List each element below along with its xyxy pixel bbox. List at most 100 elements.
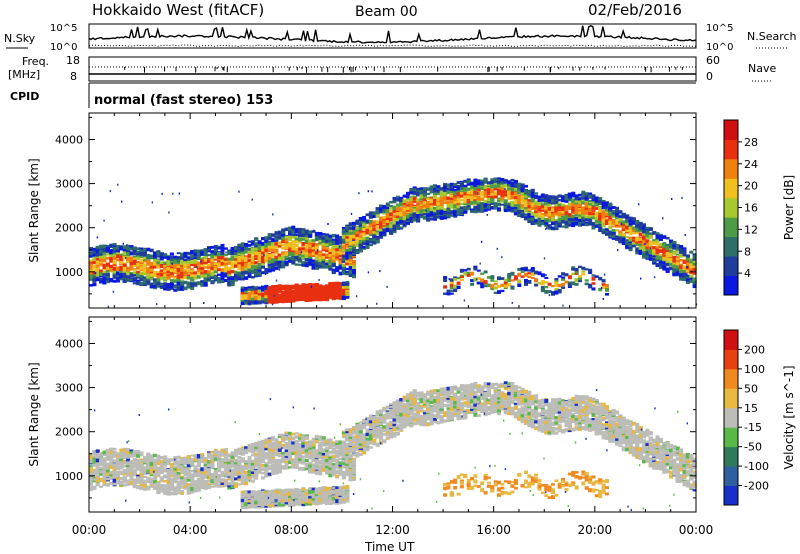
- echo-cell: [584, 199, 589, 203]
- echo-cell: [341, 238, 346, 243]
- echo-cell: [227, 250, 232, 255]
- echo-cell: [163, 271, 168, 275]
- echo-cell: [136, 253, 141, 256]
- echo-cell: [169, 252, 174, 256]
- echo-cell: [372, 239, 377, 243]
- echo-cell: [530, 270, 535, 273]
- echo-cell: [318, 258, 323, 262]
- echo-cell: [301, 290, 306, 293]
- echo-cell: [122, 263, 127, 267]
- echo-cell: [443, 185, 448, 189]
- echo-cell: [456, 276, 461, 280]
- echo-cell: [574, 282, 579, 286]
- echo-cell: [180, 280, 185, 283]
- echo-cell: [426, 188, 431, 191]
- echo-cell: [284, 238, 289, 243]
- echo-cell: [244, 267, 249, 270]
- echo-cell: [497, 199, 501, 203]
- echo-cell: [99, 247, 104, 251]
- echo-cell: [352, 268, 356, 272]
- echo-cell: [159, 276, 164, 281]
- echo-cell: [433, 214, 437, 219]
- echo-cell: [190, 278, 195, 281]
- echo-cell: [486, 276, 491, 279]
- echo-cell: [213, 245, 218, 249]
- echo-cell: [557, 222, 562, 226]
- echo-cell: [409, 188, 414, 192]
- echo-cell: [540, 287, 545, 292]
- echo-cell: [89, 259, 93, 263]
- echo-cell: [169, 285, 174, 289]
- echo-cell: [581, 217, 586, 221]
- echo-cell: [153, 261, 158, 266]
- echo-cell: [146, 280, 151, 285]
- echo-cell: [530, 191, 535, 196]
- echo-cell: [557, 199, 562, 202]
- echo-cell: [311, 252, 316, 256]
- echo-cell: [301, 247, 306, 250]
- echo-cell: [497, 207, 501, 211]
- echo-cell: [534, 283, 539, 287]
- echo-cell: [567, 197, 572, 202]
- echo-cell: [156, 275, 161, 279]
- echo-cell: [271, 243, 276, 246]
- echo-cell: [493, 177, 498, 182]
- echo-cell: [392, 198, 397, 201]
- echo-cell: [210, 259, 215, 262]
- echo-cell: [524, 184, 528, 188]
- echo-cell: [497, 285, 501, 288]
- echo-cell: [173, 279, 178, 284]
- echo-cell: [220, 246, 225, 250]
- echo-cell: [456, 181, 461, 185]
- echo-cell: [281, 291, 286, 294]
- echo-cell: [402, 222, 407, 225]
- echo-cell: [557, 194, 562, 198]
- echo-cell: [193, 283, 198, 286]
- echo-cell: [436, 204, 441, 207]
- echo-cell: [379, 220, 383, 224]
- echo-cell: [436, 192, 441, 196]
- echo-cell: [112, 256, 117, 260]
- echo-cell: [230, 270, 235, 273]
- echo-cell: [318, 237, 323, 241]
- echo-cell: [422, 195, 427, 200]
- echo-cell: [551, 285, 555, 288]
- echo-cell: [304, 251, 309, 256]
- echo-cell: [446, 196, 451, 200]
- echo-cell: [136, 247, 141, 251]
- echo-cell: [345, 256, 350, 259]
- echo-cell: [223, 262, 228, 265]
- echo-cell: [294, 229, 299, 232]
- echo-cell: [352, 234, 356, 239]
- echo-cell: [264, 269, 269, 273]
- echo-cell: [203, 274, 208, 277]
- echo-cell: [318, 291, 323, 296]
- echo-cell: [213, 276, 218, 279]
- echo-cell: [443, 278, 448, 282]
- echo-cell: [207, 266, 211, 270]
- echo-cell: [446, 200, 451, 204]
- echo-cell: [129, 256, 134, 260]
- echo-cell: [240, 242, 245, 246]
- echo-cell: [510, 205, 515, 210]
- echo-cell: [105, 246, 110, 251]
- echo-cell: [328, 293, 333, 298]
- echo-cell: [527, 201, 532, 205]
- echo-cell: [375, 207, 380, 211]
- echo-cell: [426, 192, 431, 196]
- echo-cell: [470, 185, 475, 189]
- echo-cell: [395, 212, 400, 216]
- echo-cell: [540, 205, 545, 208]
- echo-cell: [186, 282, 191, 286]
- echo-cell: [500, 277, 505, 280]
- echo-cell: [183, 260, 188, 263]
- echo-cell: [186, 269, 191, 272]
- echo-cell: [571, 199, 576, 202]
- echo-cell: [240, 253, 245, 257]
- echo-cell: [203, 260, 208, 264]
- echo-cell: [352, 265, 356, 269]
- echo-cell: [156, 255, 161, 258]
- nsearch-line: [88, 44, 696, 48]
- echo-cell: [139, 250, 144, 254]
- echo-cell: [298, 295, 303, 299]
